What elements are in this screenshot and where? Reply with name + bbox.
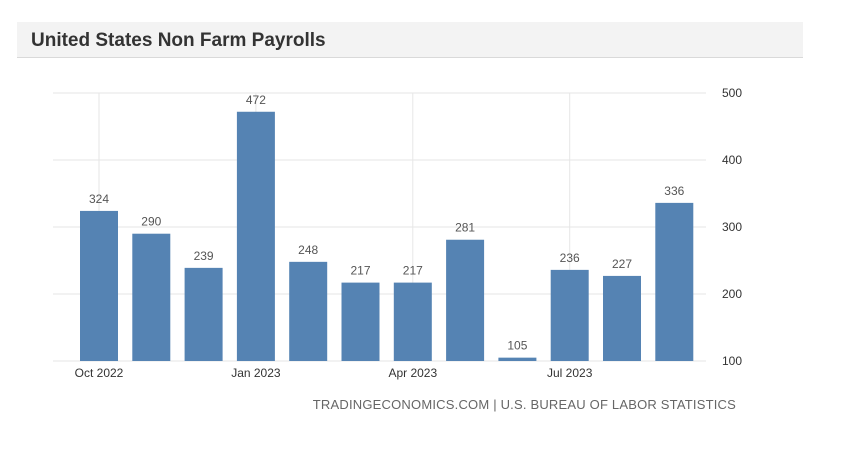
- x-tick-label: Jan 2023: [231, 366, 281, 380]
- y-tick-label: 200: [722, 287, 742, 301]
- bar: [80, 210, 118, 361]
- bar: [341, 282, 380, 361]
- y-tick-label: 300: [722, 220, 742, 234]
- bar: [550, 269, 589, 361]
- x-tick-label: Jul 2023: [547, 366, 593, 380]
- chart-title: United States Non Farm Payrolls: [31, 30, 326, 51]
- bar: [446, 239, 485, 361]
- bar: [498, 357, 537, 361]
- data-label: 227: [612, 257, 632, 271]
- y-tick-label: 400: [722, 153, 742, 167]
- data-label: 105: [507, 339, 527, 353]
- data-label: 239: [194, 249, 214, 263]
- chart-title-bar: United States Non Farm Payrolls: [17, 22, 803, 58]
- y-tick-label: 100: [722, 354, 742, 368]
- bar: [393, 282, 432, 361]
- bar: [289, 261, 328, 361]
- data-label: 248: [298, 243, 318, 257]
- data-label: 236: [560, 251, 580, 265]
- data-label: 281: [455, 221, 475, 235]
- bar: [132, 233, 171, 361]
- source-credit: TRADINGECONOMICS.COM | U.S. BUREAU OF LA…: [312, 397, 736, 412]
- data-label: 217: [403, 264, 423, 278]
- data-label: 217: [350, 264, 370, 278]
- y-tick-label: 500: [722, 86, 742, 100]
- data-label: 472: [246, 93, 266, 107]
- data-label: 336: [664, 184, 684, 198]
- data-label: 324: [89, 192, 109, 206]
- data-label: 290: [141, 215, 161, 229]
- bar: [603, 275, 641, 361]
- bar: [184, 267, 223, 361]
- bar: [236, 111, 275, 361]
- x-tick-label: Apr 2023: [388, 366, 437, 380]
- x-tick-label: Oct 2022: [75, 366, 124, 380]
- bar: [655, 202, 694, 361]
